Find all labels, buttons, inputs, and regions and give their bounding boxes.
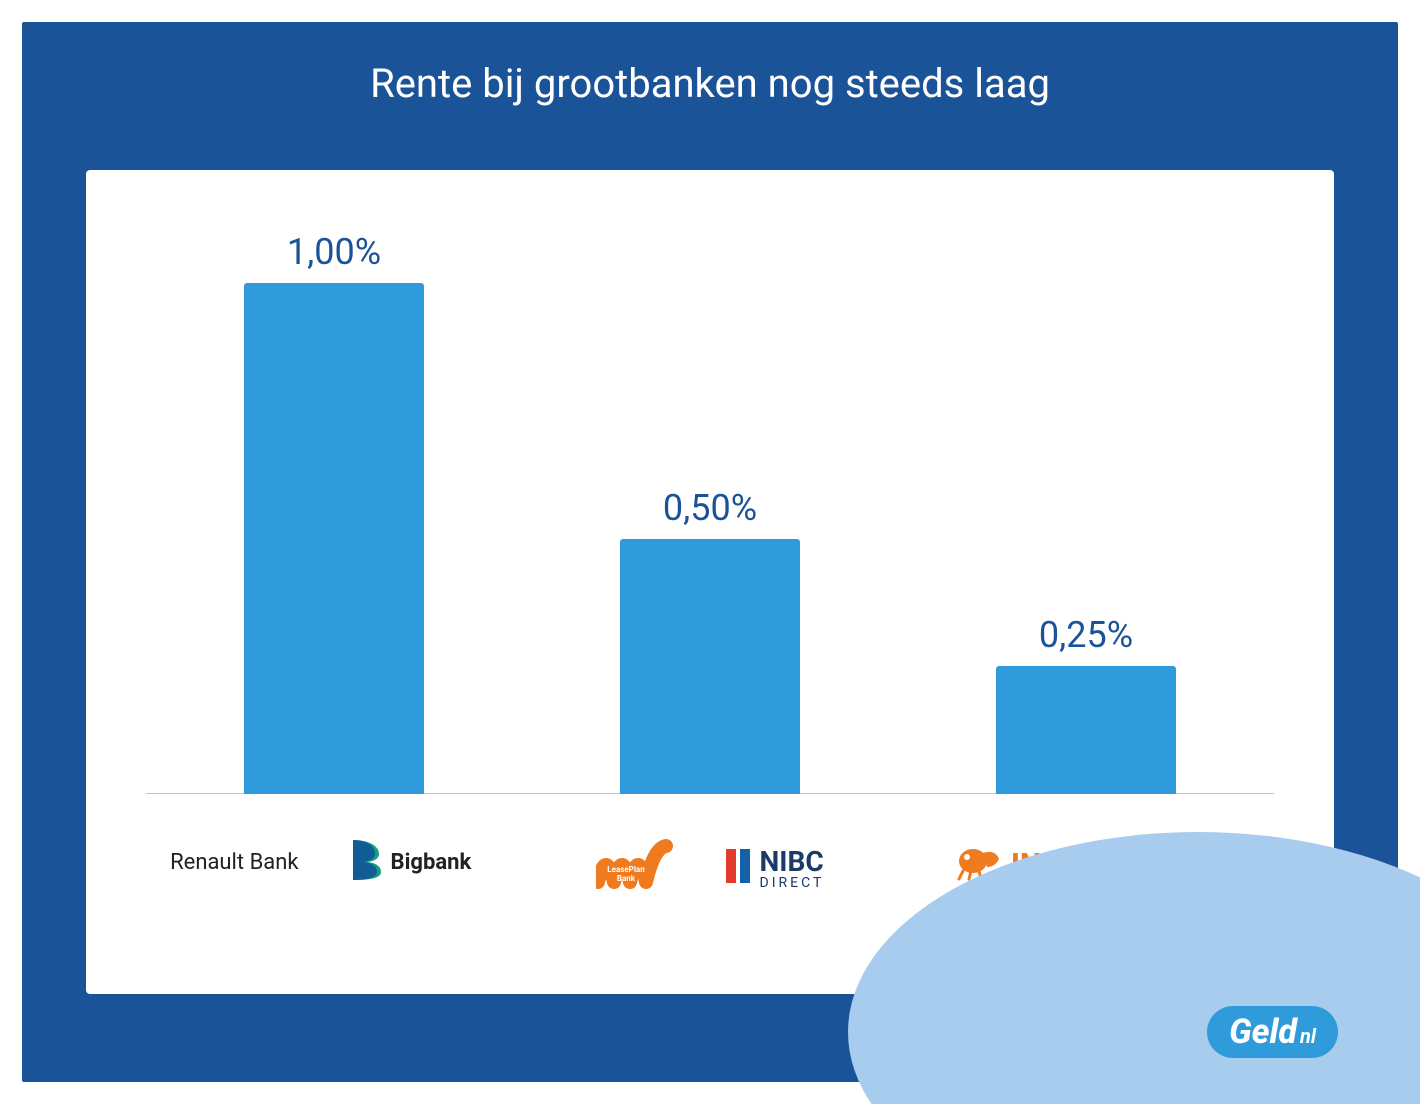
bar bbox=[244, 283, 424, 794]
bar-value-label: 0,50% bbox=[663, 487, 757, 529]
bar-value-label: 1,00% bbox=[287, 231, 381, 273]
bank-logo-text: Renault Bank bbox=[170, 850, 298, 875]
bar bbox=[996, 666, 1176, 794]
bank-logo-leaseplan-bank: LeasePlan Bank bbox=[596, 838, 674, 900]
bar-value-label: 0,25% bbox=[1039, 614, 1133, 656]
bigbank-icon bbox=[349, 838, 383, 886]
brand-main: Geld bbox=[1229, 1012, 1297, 1052]
bank-logo-renault-bank: Renault Bank bbox=[170, 850, 298, 875]
chart-title: Rente bij grootbanken nog steeds laag bbox=[22, 60, 1398, 107]
bank-logo-text: Bigbank bbox=[391, 850, 472, 875]
bigbank-icon bbox=[349, 838, 383, 880]
logo-line: LeasePlan Bank NIBCDIRECT bbox=[596, 838, 825, 900]
leaseplan-icon: LeasePlan Bank bbox=[596, 838, 674, 894]
nibc-icon bbox=[724, 845, 752, 893]
chart-area: 1,00% 0,50% 0,25% bbox=[146, 200, 1274, 794]
brand-sub: nl bbox=[1300, 1024, 1316, 1048]
bar-column: 0,25% bbox=[898, 200, 1274, 794]
bar-column: 1,00% bbox=[146, 200, 522, 794]
inner-panel: Rente bij grootbanken nog steeds laag 1,… bbox=[22, 22, 1398, 1082]
logo-group: LeasePlan Bank NIBCDIRECT bbox=[515, 838, 904, 954]
brand-pill: Geld nl bbox=[1207, 1006, 1338, 1058]
leaseplan-icon: LeasePlan Bank bbox=[596, 838, 674, 900]
bar-column: 0,50% bbox=[522, 200, 898, 794]
logo-line: Renault Bank Bigbank bbox=[170, 838, 471, 886]
bank-logo-bigbank: Bigbank bbox=[349, 838, 472, 886]
logo-group: Renault Bank Bigbank bbox=[126, 838, 515, 954]
svg-text:Bank: Bank bbox=[616, 874, 635, 883]
nibc-icon bbox=[724, 845, 752, 887]
bars-container: 1,00% 0,50% 0,25% bbox=[146, 200, 1274, 794]
bank-logo-nibc: NIBCDIRECT bbox=[724, 845, 825, 893]
infographic-frame: Rente bij grootbanken nog steeds laag 1,… bbox=[0, 0, 1420, 1104]
svg-text:LeasePlan: LeasePlan bbox=[607, 865, 645, 874]
bar bbox=[620, 539, 800, 794]
